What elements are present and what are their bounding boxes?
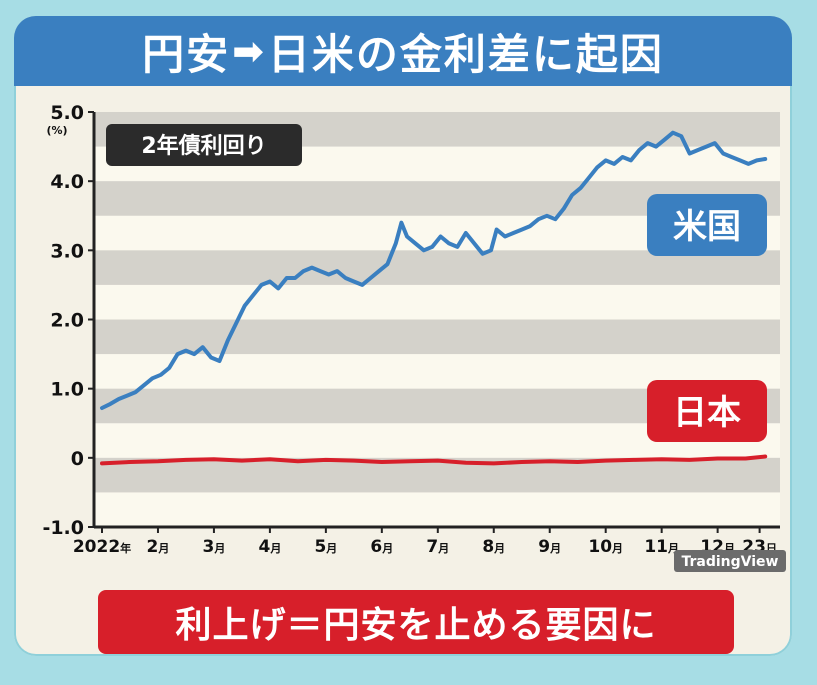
- y-tick-label: 4.0: [50, 171, 84, 193]
- yield-tag-box: [106, 124, 302, 166]
- chart-area: 5.0 4.0 3.0 2.0 1.0 0 -1.0 (%) 2022年 2月 3月 4月 5月 6月 7月…: [14, 86, 792, 606]
- x-tick-label: 3月: [203, 537, 226, 557]
- jp-label-box: [647, 380, 767, 442]
- y-tick-label: 3.0: [50, 240, 84, 262]
- watermark-label: TradingView: [682, 554, 779, 570]
- x-tick-label: 5月: [314, 537, 337, 557]
- x-tick-label: 7月: [426, 537, 449, 557]
- us-series-label: 米国: [673, 207, 741, 247]
- x-tick-label: 10月: [588, 537, 623, 557]
- x-tick-label: 9月: [538, 537, 561, 557]
- y-tick-label: 5.0: [50, 102, 84, 124]
- series-line-日本: [100, 454, 768, 466]
- yield-chart: 5.0 4.0 3.0 2.0 1.0 0 -1.0 (%) 2022年 2月 3月 4月 5月 6月 7月…: [42, 102, 786, 572]
- x-tick-label: 2022年: [73, 537, 131, 557]
- grid-band: [94, 457, 780, 493]
- headline-right: 日米の金利差に起因: [267, 29, 664, 79]
- series-line-米国: [100, 130, 768, 410]
- y-tick-label: 0: [71, 448, 84, 470]
- grid-band: [94, 319, 780, 355]
- x-tick-label: 11月: [644, 537, 679, 557]
- x-tick-label: 4月: [258, 537, 281, 557]
- y-tick-label: 2.0: [50, 310, 84, 332]
- us-label-box: [647, 194, 767, 256]
- arrow-icon: ➡: [232, 29, 266, 73]
- headline: 円安 ➡ 日米の金利差に起因: [14, 16, 792, 86]
- y-unit-label: (%): [46, 124, 67, 137]
- x-tick-label: 6月: [370, 537, 393, 557]
- x-tick-label: 2月: [147, 537, 170, 557]
- yield-tag-label: 2年債利回り: [141, 133, 266, 159]
- y-tick-label: 1.0: [50, 379, 84, 401]
- footer-banner: 利上げ＝円安を止める要因に: [98, 590, 734, 654]
- grid-band: [94, 250, 780, 285]
- watermark-box: [674, 550, 786, 572]
- headline-left: 円安: [142, 29, 231, 79]
- y-tick-label: -1.0: [42, 517, 84, 539]
- x-tick-label: 8月: [482, 537, 505, 557]
- chart-card: 円安 ➡ 日米の金利差に起因 5.0 4.0 3.0 2.0 1.0 0 -1.0 (%) 20…: [14, 16, 792, 656]
- jp-series-label: 日本: [673, 393, 741, 433]
